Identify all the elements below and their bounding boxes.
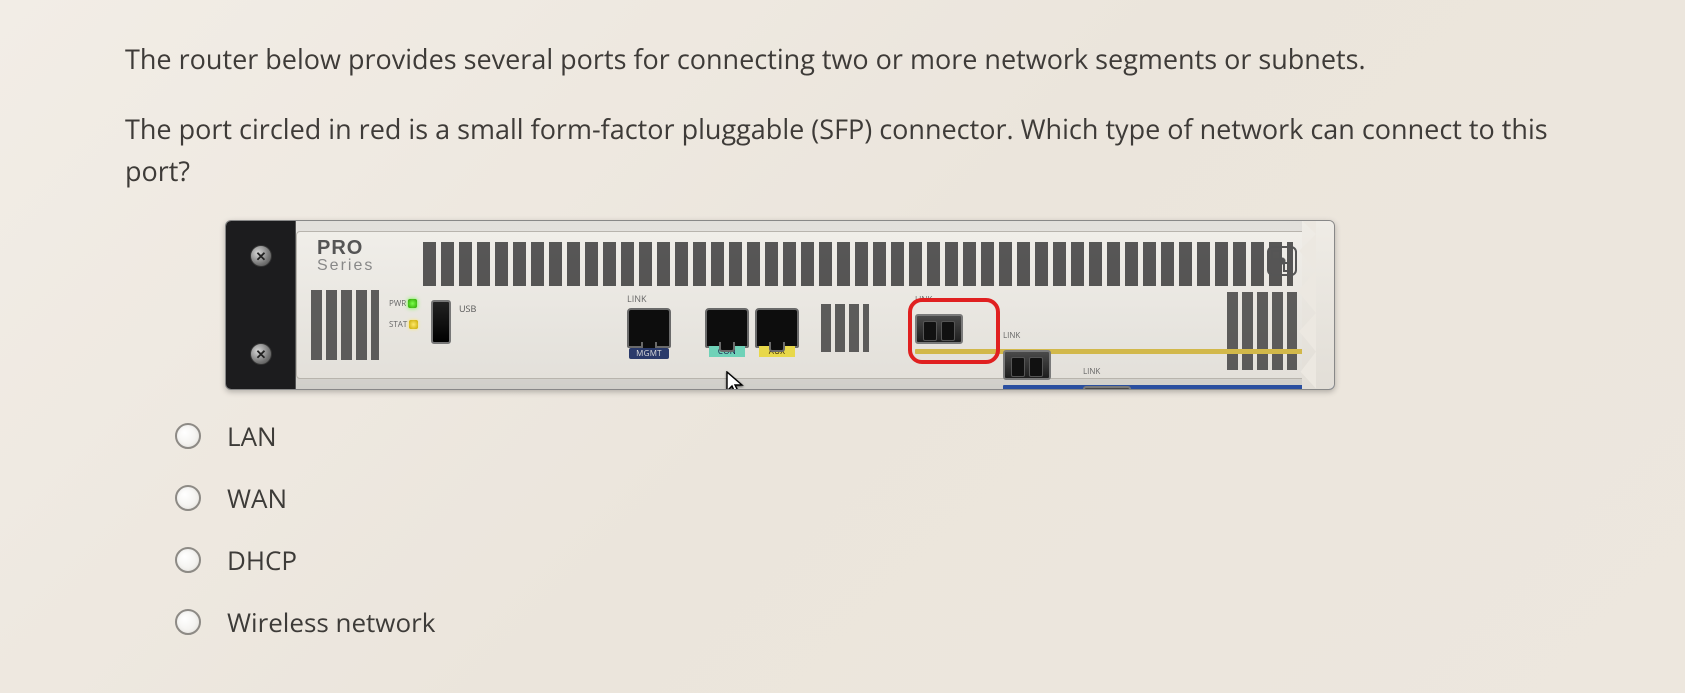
answer-label: LAN [227, 418, 277, 454]
screw-icon: ✕ [250, 343, 272, 365]
port-caption-aux: AUX [759, 346, 795, 357]
usb-port [431, 300, 451, 344]
vent-grille-top [423, 242, 1293, 286]
port-sfp-lan1: LINK LAN 1 [1003, 344, 1335, 380]
sfp-link-label: LINK [915, 294, 932, 305]
answer-label: Wireless network [227, 604, 435, 640]
sfp-link-label: LINK [1003, 330, 1020, 341]
answer-option-dhcp[interactable]: DHCP [175, 542, 1575, 578]
vent-grille-mid [821, 304, 869, 352]
rj45-port: AUX [755, 308, 799, 348]
port-mgmt: LINK MGMT [627, 308, 671, 348]
status-leds: PWR STAT [389, 298, 422, 340]
radio-icon[interactable] [175, 485, 201, 511]
camera-icon [1267, 246, 1297, 276]
led-stat-label: STAT [389, 319, 407, 330]
answer-label: DHCP [227, 542, 297, 578]
led-pwr [408, 299, 417, 308]
answer-label: WAN [227, 480, 287, 516]
port-caption-mgmt: MGMT [629, 348, 669, 359]
router-brand: PRO Series [317, 238, 374, 274]
port-con-aux: CON AUX [705, 308, 799, 348]
port-sfp-lan2: LINK LAN 2 [1083, 380, 1335, 390]
question-line-1: The router below provides several ports … [125, 38, 1575, 80]
rj45-port [627, 308, 671, 348]
rj45-port: CON [705, 308, 749, 348]
port-sfp-wan: LINK WAN [915, 308, 1335, 344]
answer-option-wan[interactable]: WAN [175, 480, 1575, 516]
answer-option-lan[interactable]: LAN [175, 418, 1575, 454]
torn-edge [1302, 221, 1335, 389]
led-pwr-label: PWR [389, 298, 406, 309]
led-stat [409, 320, 418, 329]
answer-option-wireless[interactable]: Wireless network [175, 604, 1575, 640]
port-link-label: LINK [627, 292, 647, 305]
brand-sub: Series [317, 258, 374, 274]
radio-icon[interactable] [175, 609, 201, 635]
radio-icon[interactable] [175, 423, 201, 449]
radio-icon[interactable] [175, 547, 201, 573]
router-image: ✕ ✕ PRO Series PWR STAT USB LINK MGMT CO… [225, 220, 1335, 390]
vent-grille-left [311, 290, 379, 360]
question-line-2: The port circled in red is a small form-… [125, 108, 1575, 192]
sfp-port [915, 314, 963, 344]
sfp-port [1083, 386, 1131, 390]
answer-list: LAN WAN DHCP Wireless network [175, 418, 1575, 640]
port-caption-con: CON [709, 346, 745, 357]
sfp-link-label: LINK [1083, 366, 1100, 377]
screw-icon: ✕ [250, 245, 272, 267]
brand-top: PRO [317, 238, 374, 258]
sfp-port [1003, 350, 1051, 380]
router-face: PRO Series PWR STAT USB LINK MGMT CON AU… [296, 231, 1316, 379]
router-bracket: ✕ ✕ [226, 221, 296, 389]
port-caption-lan1: LAN 1 [1005, 389, 1335, 390]
usb-label: USB [459, 302, 476, 315]
